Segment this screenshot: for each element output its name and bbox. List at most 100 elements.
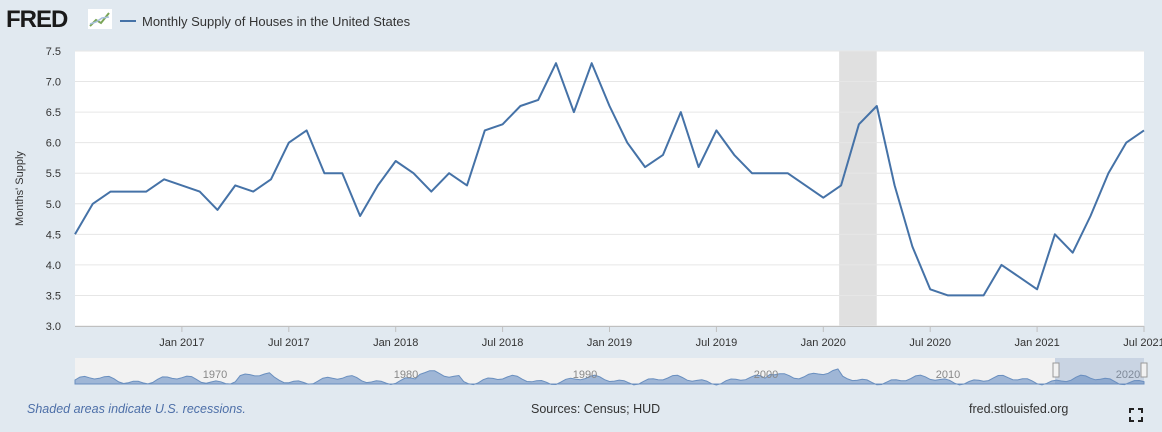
data-point (1089, 215, 1092, 218)
chart-legend[interactable]: Monthly Supply of Houses in the United S… (120, 11, 410, 31)
chart-header: FRED Monthly Supply of Houses in the Uni… (0, 0, 1162, 40)
data-point (804, 184, 807, 187)
data-point (127, 190, 130, 193)
data-point (483, 129, 486, 132)
data-point (947, 294, 950, 297)
data-point (555, 62, 558, 65)
data-point (359, 215, 362, 218)
data-point (679, 111, 682, 114)
x-tick-label: Jan 2019 (587, 337, 632, 349)
data-point (982, 294, 985, 297)
y-tick-label: 5.5 (46, 168, 61, 180)
data-point (1107, 172, 1110, 175)
data-point (786, 172, 789, 175)
navigator-handle[interactable] (1140, 362, 1148, 378)
data-point (287, 141, 290, 144)
navigator-label: 2000 (754, 369, 778, 381)
navigator-label: 1970 (203, 369, 227, 381)
y-tick-label: 5.0 (46, 199, 61, 211)
legend-label: Monthly Supply of Houses in the United S… (142, 13, 411, 29)
x-tick-label: Jul 2021 (1123, 337, 1162, 349)
data-point (394, 160, 397, 163)
data-point (234, 184, 237, 187)
data-point (216, 208, 219, 211)
data-point (430, 190, 433, 193)
plot-area (75, 51, 1144, 326)
data-point (929, 288, 932, 291)
x-tick-label: Jul 2020 (909, 337, 951, 349)
data-point (662, 153, 665, 156)
data-point (341, 172, 344, 175)
navigator-area (74, 368, 1145, 386)
data-point (964, 294, 967, 297)
site-link[interactable]: fred.stlouisfed.org (969, 402, 1069, 416)
data-point (376, 184, 379, 187)
data-point (109, 190, 112, 193)
data-point (715, 129, 718, 132)
recession-note[interactable]: Shaded areas indicate U.S. recessions. (27, 402, 246, 416)
data-point (323, 172, 326, 175)
y-tick-label: 4.5 (46, 229, 61, 241)
navigator-label: 1980 (394, 369, 418, 381)
data-point (305, 129, 308, 132)
data-point (751, 172, 754, 175)
data-point (270, 178, 273, 181)
data-point (466, 184, 469, 187)
navigator-window (1055, 358, 1144, 384)
data-point (1071, 251, 1074, 254)
data-point (822, 196, 825, 199)
data-point (180, 184, 183, 187)
navigator[interactable]: 1970 1980 1990 2000 2010 2020 (74, 358, 1148, 386)
navigator-handle[interactable] (1052, 362, 1060, 378)
x-tick-label: Jan 2017 (159, 337, 204, 349)
data-point (768, 172, 771, 175)
y-tick-label: 3.0 (46, 321, 61, 333)
data-point (590, 62, 593, 65)
y-axis-label: Months' Supply (14, 151, 26, 226)
series-line (74, 62, 1145, 297)
data-point (1036, 288, 1039, 291)
recession-band (839, 51, 877, 326)
data-point (733, 153, 736, 156)
y-tick-label: 6.5 (46, 107, 61, 119)
data-point (1143, 129, 1146, 132)
data-point (857, 123, 860, 126)
data-point (1000, 263, 1003, 266)
navigator-label: 2020 (1116, 369, 1140, 381)
data-point (163, 178, 166, 181)
fred-logo[interactable]: FRED (6, 6, 68, 33)
x-tick-label: Jan 2018 (373, 337, 418, 349)
data-point (74, 233, 77, 236)
data-point (145, 190, 148, 193)
data-point (608, 105, 611, 108)
data-point (875, 105, 878, 108)
data-point (519, 105, 522, 108)
x-tick-label: Jul 2018 (482, 337, 524, 349)
navigator-label: 2010 (936, 369, 960, 381)
data-point (1053, 233, 1056, 236)
data-point (893, 184, 896, 187)
line-chart[interactable]: 3.0 3.5 4.0 4.5 5.0 5.5 6.0 6.5 7.0 7.5 Jan 2017 Ju… (0, 40, 1162, 400)
x-tick-label: Jul 2017 (268, 337, 310, 349)
data-point (91, 202, 94, 205)
data-point (626, 141, 629, 144)
data-point (697, 166, 700, 169)
data-point (448, 172, 451, 175)
sources-text: Sources: Census; HUD (531, 402, 661, 416)
data-point (537, 98, 540, 101)
x-tick-label: Jan 2021 (1014, 337, 1059, 349)
data-point (198, 190, 201, 193)
x-tick-label: Jan 2020 (801, 337, 846, 349)
navigator-label: 1990 (573, 369, 597, 381)
y-tick-label: 7.0 (46, 77, 61, 89)
data-point (501, 123, 504, 126)
data-point (252, 190, 255, 193)
y-tick-label: 6.0 (46, 138, 61, 150)
y-tick-label: 7.5 (46, 46, 61, 58)
y-tick-label: 4.0 (46, 260, 61, 272)
data-point (572, 111, 575, 114)
data-point (1018, 276, 1021, 279)
data-point (412, 172, 415, 175)
x-tick-label: Jul 2019 (696, 337, 738, 349)
fullscreen-icon[interactable] (1129, 408, 1143, 422)
